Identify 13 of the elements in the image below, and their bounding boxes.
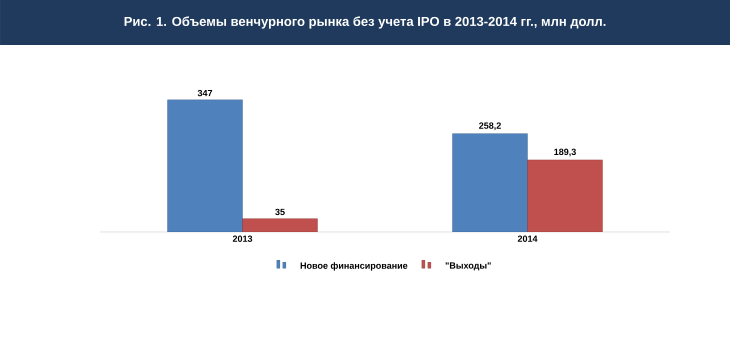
bar [452, 133, 528, 232]
legend-label: Новое финансирование [300, 262, 408, 271]
legend-label: "Выходы" [446, 262, 491, 270]
bar [242, 218, 318, 232]
x-tick-label: 2013 [232, 236, 252, 242]
bar [527, 160, 603, 232]
chart-title: Рис. 1. Объемы венчурного рынка без учета IPO в 2013-2014 гг., млн долл. [124, 16, 606, 29]
x-tick-label: 2014 [518, 236, 538, 242]
data-label: 189,3 [554, 148, 576, 156]
bar [167, 100, 243, 232]
data-label: 347 [198, 90, 212, 96]
data-label: 258,2 [479, 122, 501, 130]
data-label: 35 [275, 208, 285, 216]
